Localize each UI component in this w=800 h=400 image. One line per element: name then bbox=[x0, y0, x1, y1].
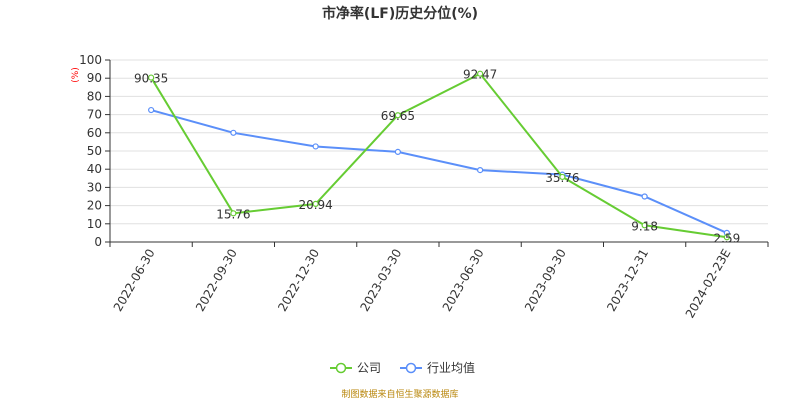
legend-label: 公司 bbox=[357, 361, 381, 375]
y-tick-label: 50 bbox=[87, 144, 102, 158]
data-label: 15.76 bbox=[216, 207, 250, 221]
legend-label: 行业均值 bbox=[427, 360, 475, 375]
data-point bbox=[230, 210, 237, 217]
data-point bbox=[641, 193, 648, 200]
x-tick-label: 2023-09-30 bbox=[522, 247, 569, 314]
source-note: 制图数据来自恒生聚源数据库 bbox=[341, 388, 458, 400]
x-tick-label: 2024-02-23E bbox=[683, 247, 734, 321]
data-point bbox=[230, 129, 237, 136]
data-point bbox=[148, 74, 155, 81]
x-tick-label: 2023-12-31 bbox=[604, 247, 651, 314]
series-layer bbox=[148, 70, 730, 241]
series-line-1 bbox=[150, 109, 728, 234]
data-point bbox=[477, 70, 484, 77]
data-label: 92.47 bbox=[463, 68, 497, 82]
data-label: 20.94 bbox=[298, 198, 332, 212]
legend-item-0[interactable]: 公司 bbox=[330, 361, 381, 375]
data-label: 35.76 bbox=[545, 171, 579, 185]
data-point bbox=[148, 106, 155, 114]
series-line-0 bbox=[150, 72, 728, 239]
y-tick-label: 60 bbox=[87, 126, 102, 140]
y-tick-label: 70 bbox=[87, 108, 102, 122]
y-axis-ticks: 0 10 20 30 40 50 60 70 80 90 100 bbox=[79, 53, 110, 249]
x-tick-label: 2022-06-30 bbox=[111, 247, 158, 314]
data-label: 90.35 bbox=[134, 72, 168, 86]
y-tick-label: 0 bbox=[94, 235, 102, 249]
chart-title: 市净率(LF)历史分位(%) bbox=[322, 5, 478, 22]
gridlines bbox=[110, 59, 768, 243]
data-point bbox=[394, 112, 401, 119]
legend-marker bbox=[405, 362, 417, 374]
y-tick-label: 20 bbox=[87, 199, 102, 213]
y-tick-label: 100 bbox=[79, 53, 102, 67]
y-tick-label: 30 bbox=[87, 180, 102, 194]
y-tick-label: 40 bbox=[87, 162, 102, 176]
y-tick-label: 80 bbox=[87, 89, 102, 103]
legend[interactable]: 公司 行业均值 bbox=[330, 360, 475, 375]
data-label: 2.59 bbox=[714, 231, 741, 245]
data-point bbox=[312, 143, 319, 150]
data-labels: 90.35 15.76 20.94 69.65 92.47 35.76 9.18 2.59 bbox=[134, 68, 740, 246]
data-label: 69.65 bbox=[381, 109, 415, 123]
data-point bbox=[394, 148, 401, 156]
x-axis: 2022-06-30 2022-09-30 2022-12-30 2023-03-30… bbox=[109, 60, 769, 321]
data-label: 9.18 bbox=[631, 219, 658, 233]
x-tick-label: 2022-12-30 bbox=[275, 247, 322, 314]
x-tick-label: 2023-06-30 bbox=[440, 247, 487, 314]
data-point bbox=[641, 222, 648, 229]
data-point bbox=[477, 167, 484, 174]
x-tick-label: 2023-03-30 bbox=[357, 247, 404, 314]
data-point bbox=[559, 173, 566, 181]
data-point bbox=[312, 200, 319, 207]
data-point bbox=[723, 234, 730, 241]
legend-marker bbox=[335, 362, 347, 374]
x-tick-label: 2022-09-30 bbox=[193, 247, 240, 314]
y-axis-unit: (%) bbox=[71, 67, 81, 83]
legend-item-1[interactable]: 行业均值 bbox=[400, 360, 475, 375]
y-tick-label: 10 bbox=[87, 217, 102, 231]
y-tick-label: 90 bbox=[87, 71, 102, 85]
